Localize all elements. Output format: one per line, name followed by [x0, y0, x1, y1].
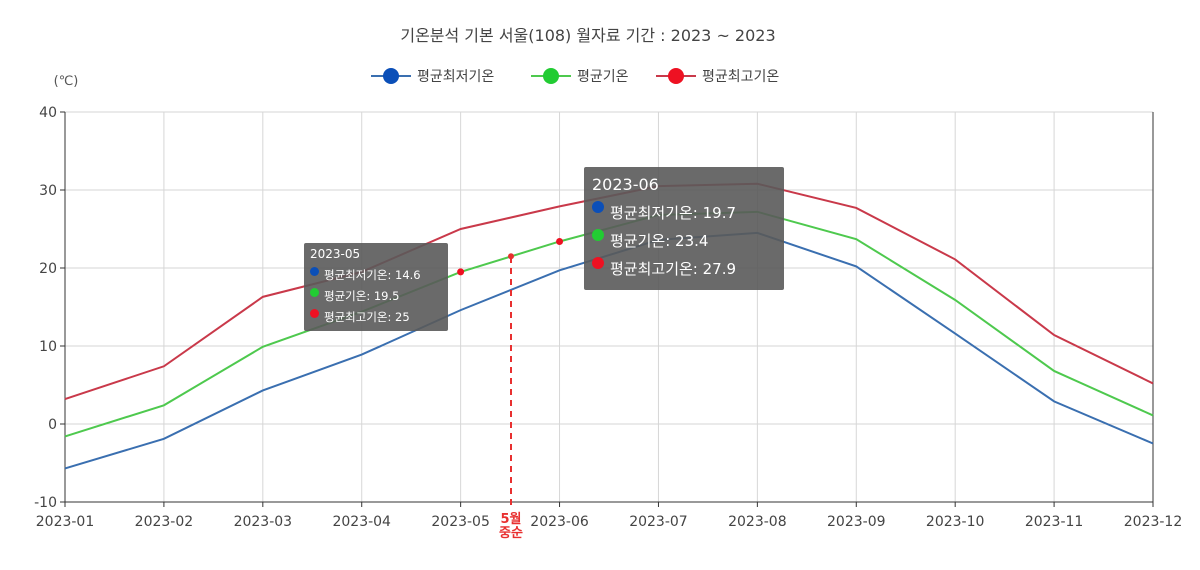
legend-label: 평균최고기온 — [702, 69, 779, 85]
tooltip-row-text: 평균기온: 19.5 — [324, 288, 400, 303]
annotation-line1: 5월 — [500, 512, 522, 527]
max-temp-dot-icon — [592, 257, 604, 269]
point-marker — [457, 268, 465, 276]
chart-title: 기온분석 기본 서울(108) 월자료 기간 : 2023 ~ 2023 — [400, 26, 775, 45]
tooltip-row-text: 평균최고기온: 25 — [324, 309, 410, 324]
axes: -10 0 10 20 30 40 2023-01 2023-02 2023-03 2023-04… — [34, 105, 1182, 530]
legend-marker-icon — [668, 68, 684, 84]
x-tick-label: 2023-04 — [332, 514, 391, 530]
x-tick-label: 2023-10 — [926, 514, 985, 530]
tooltip-row: 평균최저기온: 19.7 — [592, 198, 776, 226]
dashed-annotation — [508, 253, 514, 505]
max-temp-dot-icon — [310, 309, 319, 318]
x-tick-label: 2023-11 — [1025, 514, 1084, 530]
min-temp-dot-icon — [310, 267, 319, 276]
x-tick-label: 2023-05 — [431, 514, 490, 530]
tooltip-title: 2023-05 — [310, 247, 361, 261]
legend-label: 평균기온 — [577, 69, 629, 85]
annotation-line2: 중순 — [499, 526, 523, 541]
tooltip-row: 평균최고기온: 25 — [310, 306, 442, 327]
tooltip-row: 평균최저기온: 14.6 — [310, 264, 442, 285]
y-tick-label: 10 — [39, 339, 57, 355]
legend-marker-icon — [543, 68, 559, 84]
x-tick-label: 2023-06 — [530, 514, 589, 530]
x-tick-label: 2023-08 — [728, 514, 787, 530]
y-axis-unit: (℃) — [54, 74, 79, 89]
tooltip-row: 평균최고기온: 27.9 — [592, 254, 776, 282]
y-tick-label: -10 — [34, 495, 57, 511]
x-tick-label: 2023-09 — [827, 514, 886, 530]
tooltip-row: 평균기온: 19.5 — [310, 285, 442, 306]
tooltip-row-text: 평균기온: 23.4 — [610, 231, 709, 250]
y-tick-label: 0 — [48, 417, 57, 433]
handwritten-annotation: 5월 중순 — [496, 513, 526, 541]
tooltip-row-text: 평균최저기온: 19.7 — [610, 203, 737, 222]
x-tick-label: 2023-02 — [135, 514, 194, 530]
legend-label: 평균최저기온 — [417, 69, 494, 85]
avg-temp-dot-icon — [310, 288, 319, 297]
tooltip-row-text: 평균최고기온: 27.9 — [610, 259, 737, 278]
legend: 평균최저기온 평균기온 평균최고기온 — [371, 68, 779, 85]
tooltip-2023-05: 2023-05 평균최저기온: 14.6 평균기온: 19.5 평균최고기온: … — [304, 243, 448, 331]
y-tick-label: 30 — [39, 183, 57, 199]
tooltip-title: 2023-06 — [592, 175, 659, 194]
min-temp-dot-icon — [592, 201, 604, 213]
legend-marker-icon — [383, 68, 399, 84]
x-tick-label: 2023-03 — [234, 514, 293, 530]
tooltip-2023-06: 2023-06 평균최저기온: 19.7 평균기온: 23.4 평균최고기온: … — [584, 167, 784, 290]
y-tick-label: 20 — [39, 261, 57, 277]
x-tick-label: 2023-12 — [1124, 514, 1183, 530]
x-tick-label: 2023-01 — [36, 514, 95, 530]
x-tick-label: 2023-07 — [629, 514, 688, 530]
tooltip-row: 평균기온: 23.4 — [592, 226, 776, 254]
avg-temp-dot-icon — [592, 229, 604, 241]
point-marker — [556, 237, 564, 245]
annotation-dot — [508, 253, 514, 260]
tooltip-row-text: 평균최저기온: 14.6 — [324, 267, 421, 282]
y-tick-label: 40 — [39, 105, 57, 121]
